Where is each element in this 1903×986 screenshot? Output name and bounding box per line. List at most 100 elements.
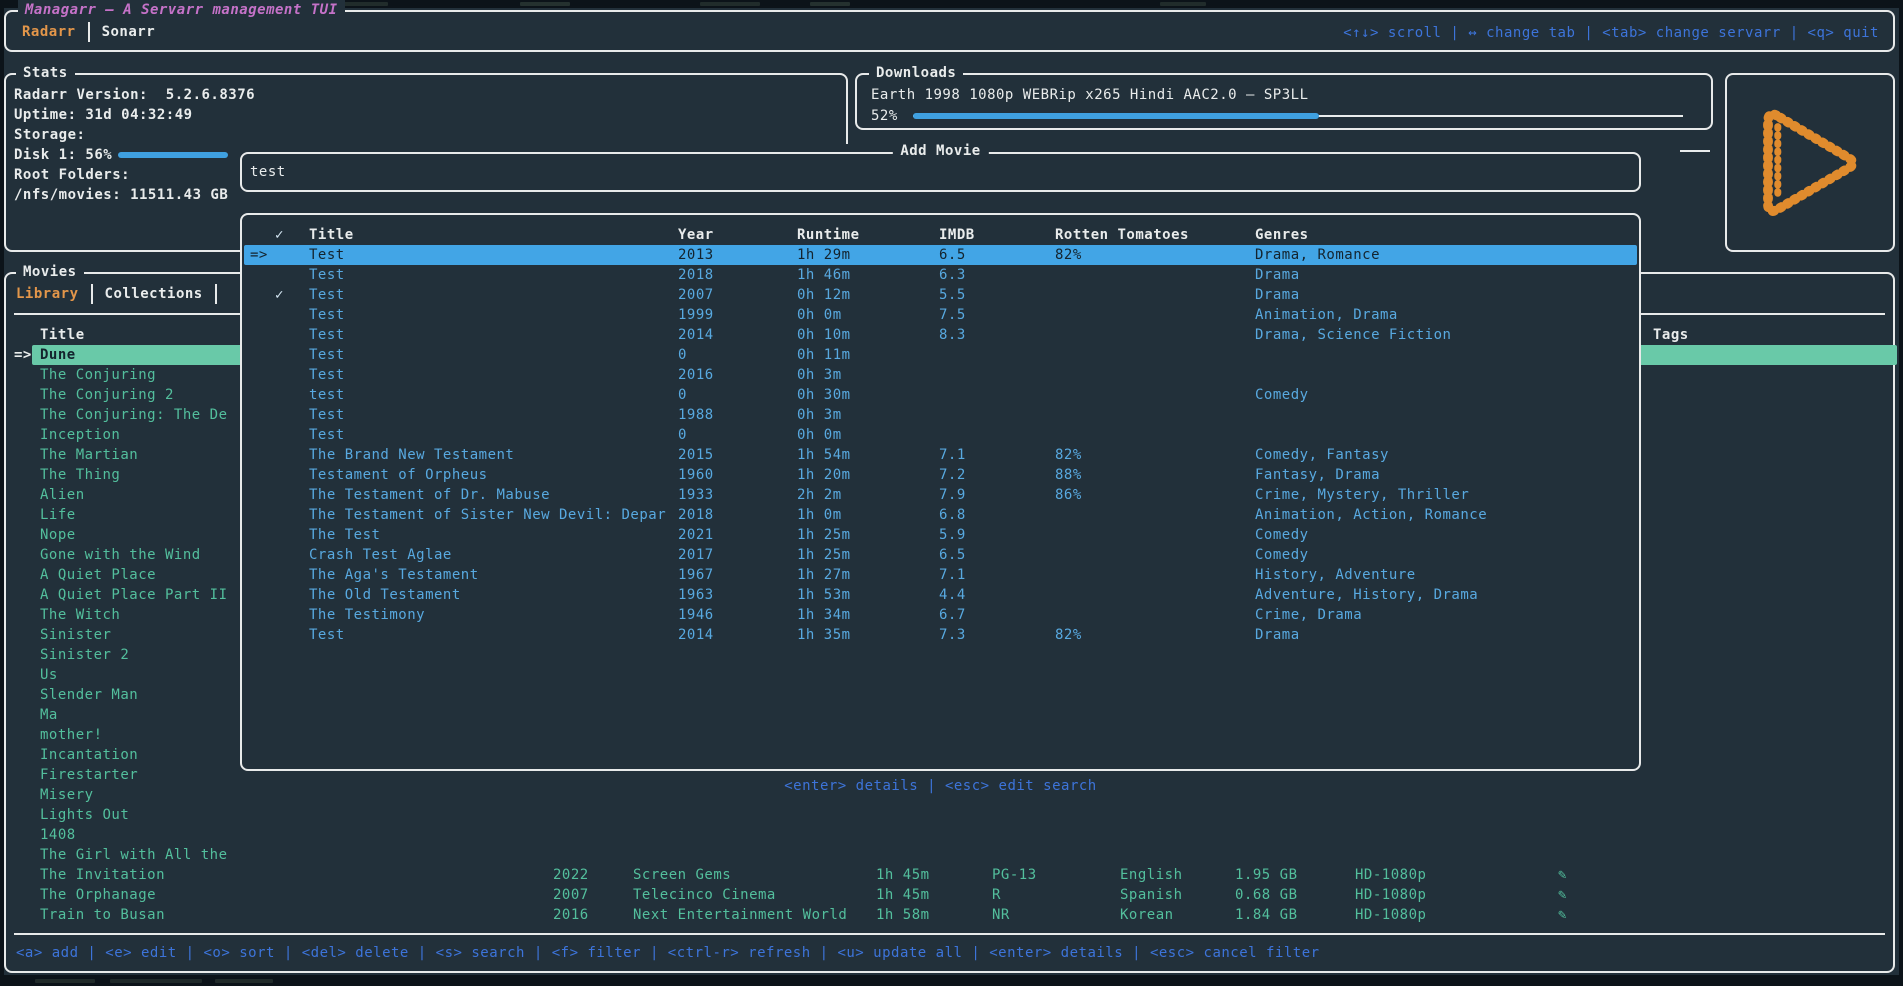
result-row[interactable]: Crash Test Aglae 2017 1h 25m 6.5 Comedy <box>244 545 1637 565</box>
results-col-genres: Genres <box>1255 227 1309 243</box>
movie-title: The Thing <box>40 467 121 483</box>
movie-list-item[interactable]: Nope <box>6 525 1897 545</box>
result-row[interactable]: ✓ Test 2007 0h 12m 5.5 Drama <box>244 285 1637 305</box>
movie-list-item[interactable]: The Conjuring <box>6 365 1897 385</box>
movie-language: Korean <box>1120 907 1174 923</box>
result-imdb: 4.4 <box>939 587 966 603</box>
result-genres: Drama <box>1255 287 1300 303</box>
result-row[interactable]: The Old Testament 1963 1h 53m 4.4 Adventure,… <box>244 585 1637 605</box>
result-runtime: 1h 25m <box>797 547 851 563</box>
result-year: 2021 <box>678 527 714 543</box>
result-row[interactable]: test 0 0h 30m Comedy <box>244 385 1637 405</box>
movie-list-item[interactable]: Ma <box>6 705 1897 725</box>
movies-tab-collections[interactable]: Collections <box>104 286 203 302</box>
movie-list-item[interactable]: The Girl with All the <box>6 845 1897 865</box>
movie-list-item[interactable]: Gone with the Wind <box>6 545 1897 565</box>
servarr-tab-sonarr[interactable]: Sonarr <box>101 24 156 40</box>
result-title: Test <box>309 287 345 303</box>
logo-panel <box>1725 73 1895 252</box>
movie-title: The Witch <box>40 607 121 623</box>
result-imdb: 7.5 <box>939 307 966 323</box>
stat-uptime: Uptime: 31d 04:32:49 <box>14 107 193 123</box>
result-title: The Testament of Sister New Devil: Depar <box>309 507 667 523</box>
download-gauge-fill <box>913 113 1319 119</box>
movie-list-item[interactable]: Sinister 2 <box>6 645 1897 665</box>
movie-list-item[interactable]: The Invitation <box>6 865 1897 885</box>
result-row[interactable]: Test 0 0h 0m <box>244 425 1637 445</box>
results-col-title: Title <box>309 227 354 243</box>
results-col-rt: Rotten Tomatoes <box>1055 227 1189 243</box>
movie-title: The Girl with All the <box>40 847 228 863</box>
movie-list-item[interactable]: Firestarter <box>6 765 1897 785</box>
movie-list-item[interactable]: mother! <box>6 725 1897 745</box>
result-row[interactable]: Test 1999 0h 0m 7.5 Animation, Drama <box>244 305 1637 325</box>
result-row[interactable]: Test 1988 0h 3m <box>244 405 1637 425</box>
movie-list-item[interactable]: The Martian <box>6 445 1897 465</box>
result-imdb: 8.3 <box>939 327 966 343</box>
result-row[interactable]: The Aga's Testament 1967 1h 27m 7.1 History,… <box>244 565 1637 585</box>
result-runtime: 1h 53m <box>797 587 851 603</box>
movie-list-item[interactable]: The Witch <box>6 605 1897 625</box>
tab-divider <box>90 284 93 304</box>
movie-list-item[interactable]: Us <box>6 665 1897 685</box>
result-genres: Drama <box>1255 267 1300 283</box>
result-row[interactable]: The Brand New Testament 2015 1h 54m 7.1 82% C… <box>244 445 1637 465</box>
movie-list-item[interactable]: The Orphanage <box>6 885 1897 905</box>
movie-list-item[interactable]: Incantation <box>6 745 1897 765</box>
movie-list-item[interactable]: Inception <box>6 425 1897 445</box>
movie-list-item[interactable]: Life <box>6 505 1897 525</box>
result-row[interactable]: Test 2014 1h 35m 7.3 82% Drama <box>244 625 1637 645</box>
result-row[interactable]: The Test 2021 1h 25m 5.9 Comedy <box>244 525 1637 545</box>
result-imdb: 5.9 <box>939 527 966 543</box>
result-genres: Drama, Romance <box>1255 247 1381 263</box>
movie-list-item[interactable]: Train to Busan <box>6 905 1897 925</box>
result-year: 2016 <box>678 367 714 383</box>
result-row[interactable]: The Testament of Sister New Devil: Depar… <box>244 505 1637 525</box>
result-imdb: 6.7 <box>939 607 966 623</box>
movie-title: Gone with the Wind <box>40 547 201 563</box>
movie-title: Us <box>40 667 58 683</box>
bottom-keybindings: <a> add | <e> edit | <o> sort | <del> de… <box>16 945 1320 961</box>
tab-divider <box>87 22 90 42</box>
movie-detail-row: 2022 Screen Gems 1h 45m PG-13 English 1.95 GB… <box>6 865 1897 885</box>
result-row[interactable]: Test 2016 0h 3m <box>244 365 1637 385</box>
terminal-frame-bottom <box>0 975 1903 986</box>
result-runtime: 2h 2m <box>797 487 842 503</box>
result-runtime: 0h 30m <box>797 387 851 403</box>
result-year: 2013 <box>678 247 714 263</box>
result-title: Test <box>309 427 345 443</box>
movie-list-item[interactable]: The Thing <box>6 465 1897 485</box>
result-row[interactable]: Test 2014 0h 10m 8.3 Drama, Science Fiction <box>244 325 1637 345</box>
stat-root-folders-label: Root Folders: <box>14 167 131 183</box>
movie-list-item[interactable]: Slender Man <box>6 685 1897 705</box>
movie-list-item[interactable]: Sinister <box>6 625 1897 645</box>
selected-row-marker: => <box>250 247 268 263</box>
result-runtime: 1h 46m <box>797 267 851 283</box>
result-row[interactable]: => Test 2013 1h 29m 6.5 82% Drama, Romance <box>244 245 1637 265</box>
movie-list-item[interactable]: The Conjuring: The De <box>6 405 1897 425</box>
result-row[interactable]: The Testament of Dr. Mabuse 1933 2h 2m 7.9 8… <box>244 485 1637 505</box>
movies-tabs: Library Collections <box>12 283 225 305</box>
movie-list-item[interactable]: A Quiet Place <box>6 565 1897 585</box>
result-row[interactable]: Test 0 0h 11m <box>244 345 1637 365</box>
movies-panel-title: Movies <box>16 262 84 282</box>
movie-title: The Conjuring <box>40 367 157 383</box>
movie-list-item[interactable]: 1408 <box>6 825 1897 845</box>
result-year: 2007 <box>678 287 714 303</box>
result-row[interactable]: Test 2018 1h 46m 6.3 Drama <box>244 265 1637 285</box>
servarr-tab-radarr[interactable]: Radarr <box>22 24 76 40</box>
movie-title: 1408 <box>40 827 76 843</box>
movie-quality: HD-1080p <box>1355 867 1427 883</box>
movies-tab-library[interactable]: Library <box>16 286 79 302</box>
result-row[interactable]: Testament of Orpheus 1960 1h 20m 7.2 88% Fant… <box>244 465 1637 485</box>
movie-list-item[interactable]: Misery <box>6 785 1897 805</box>
movie-title: Firestarter <box>40 767 139 783</box>
movie-list-item[interactable]: A Quiet Place Part II <box>6 585 1897 605</box>
result-row[interactable]: The Testimony 1946 1h 34m 6.7 Crime, Drama <box>244 605 1637 625</box>
movie-list-item[interactable]: The Conjuring 2 <box>6 385 1897 405</box>
result-imdb: 7.1 <box>939 447 966 463</box>
movie-studio: Next Entertainment World <box>633 907 848 923</box>
movie-list-item[interactable]: Alien <box>6 485 1897 505</box>
movie-runtime: 1h 45m <box>876 867 930 883</box>
movie-list-item[interactable]: Lights Out <box>6 805 1897 825</box>
